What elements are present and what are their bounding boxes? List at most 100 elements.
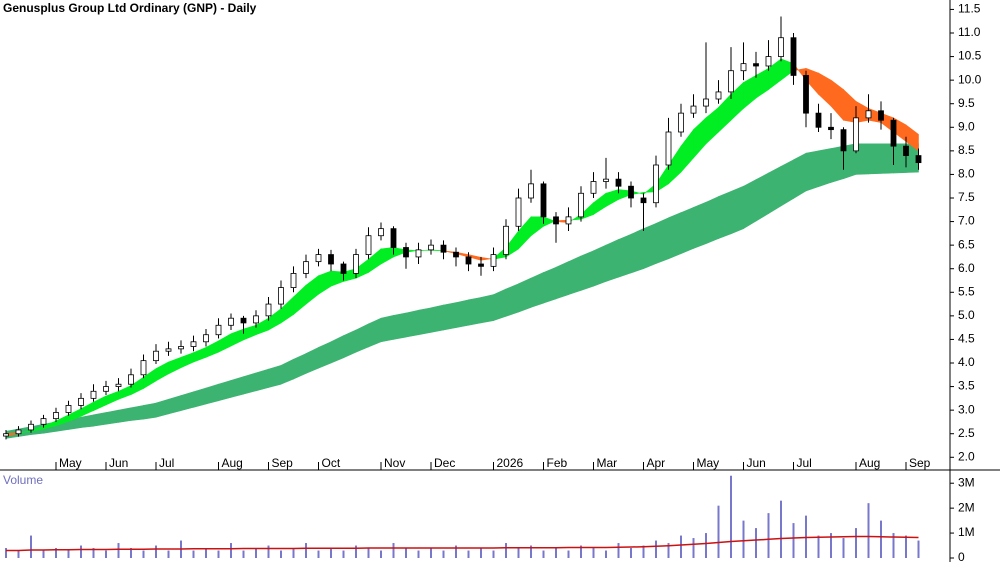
long-ribbon-segment (530, 272, 544, 308)
candle-body (503, 225, 509, 255)
candle-body (153, 350, 159, 362)
y-tick-label: 3M (958, 475, 975, 489)
y-tick-label: 8.0 (958, 167, 975, 181)
volume-bar (117, 543, 120, 558)
x-tick-label: Aug (222, 456, 243, 470)
volume-bar (592, 548, 595, 558)
long-ribbon-segment (243, 372, 257, 395)
long-ribbon-segment (493, 288, 507, 321)
candle-body (603, 178, 609, 182)
candle-body (565, 216, 572, 225)
long-ribbon-segment (755, 172, 769, 222)
x-tick-label: Apr (647, 456, 666, 470)
volume-average (6, 535, 919, 552)
y-tick-label: 9.0 (958, 119, 975, 133)
volume-bar (330, 548, 332, 558)
candle-body (690, 105, 697, 114)
candle-body (703, 98, 709, 107)
volume-bar (355, 545, 357, 558)
long-ribbon-segment (193, 387, 207, 408)
candle-body (415, 249, 422, 258)
long-ribbon-segment (230, 376, 244, 398)
candle-body (228, 317, 234, 326)
candle-body (453, 251, 459, 258)
volume-bar (655, 540, 657, 558)
candle-body (103, 386, 109, 392)
long-ribbon-segment (518, 277, 532, 313)
long-ribbon-segment (680, 206, 694, 255)
long-ribbon-segment (468, 297, 482, 326)
long-ribbon-segment (443, 302, 457, 331)
volume-bar (755, 528, 757, 558)
candle-body (128, 374, 134, 385)
candle-body (240, 317, 247, 324)
volume-bar (767, 513, 770, 558)
volume-bar (342, 550, 345, 558)
y-tick-label: 11.5 (958, 2, 981, 16)
candle-body (665, 131, 672, 166)
candle-body (853, 117, 859, 152)
candle-body (365, 235, 372, 255)
volume-bar (605, 550, 607, 558)
x-tick-label: Jul (797, 456, 812, 470)
long-ribbon-segment (830, 145, 844, 183)
volume-bar (480, 548, 482, 558)
long-ribbon-segment (130, 405, 144, 421)
volume-bar (17, 550, 20, 558)
long-ribbon-segment (655, 217, 669, 264)
long-ribbon-segment (568, 255, 582, 296)
long-ribbon-segment (730, 185, 744, 235)
candle-body (915, 155, 922, 164)
candle-body (653, 164, 659, 204)
candle-body (265, 303, 272, 317)
volume-bar (380, 550, 382, 558)
candle-body (378, 228, 384, 237)
candle-body (328, 254, 334, 265)
candle-body (290, 273, 297, 288)
candle-body (140, 360, 147, 376)
candle-body (440, 244, 447, 253)
volume-bar (780, 500, 782, 558)
volume-bar (667, 543, 670, 558)
candle-body (803, 75, 809, 114)
volume-bar (555, 548, 557, 558)
long-ribbon-segment (505, 283, 519, 317)
y-tick-label: 5.5 (958, 284, 975, 298)
candle-body (3, 433, 9, 437)
candle-body (615, 178, 622, 187)
volume-bar (517, 548, 520, 558)
long-ribbon-segment (630, 228, 644, 274)
candle-body (190, 341, 197, 347)
candle-body (490, 254, 497, 267)
volume-bar (405, 548, 407, 558)
x-tick-label: Dec (434, 456, 455, 470)
long-ribbon-segment (393, 312, 407, 340)
candle-body (303, 261, 309, 274)
candle-body (478, 263, 484, 267)
candle-body (578, 192, 584, 218)
volume-bar (680, 535, 682, 558)
y-tick-label: 2.5 (958, 426, 975, 440)
candle-body (90, 390, 97, 399)
y-tick-label: 5.0 (958, 308, 975, 322)
y-tick-label: 9.5 (958, 96, 975, 110)
y-tick-label: 10.5 (958, 49, 982, 63)
candle-body (540, 183, 547, 218)
volume-bar (367, 548, 370, 558)
candle-body (65, 405, 72, 413)
candle-body (215, 324, 222, 336)
long-ribbon-segment (105, 409, 119, 425)
long-ribbon-segment (405, 309, 419, 338)
candle-body (53, 412, 59, 420)
long-ribbon-segment (580, 250, 594, 291)
volume-bar (80, 545, 82, 558)
candle-body (903, 145, 909, 156)
y-tick-label: 11.0 (958, 25, 981, 39)
volume-bar (442, 550, 445, 558)
candle-body (778, 37, 784, 57)
volume-bar (830, 533, 832, 558)
long-ribbon-segment (430, 304, 444, 333)
volume-bar (242, 550, 245, 558)
volume-bar (905, 535, 907, 558)
